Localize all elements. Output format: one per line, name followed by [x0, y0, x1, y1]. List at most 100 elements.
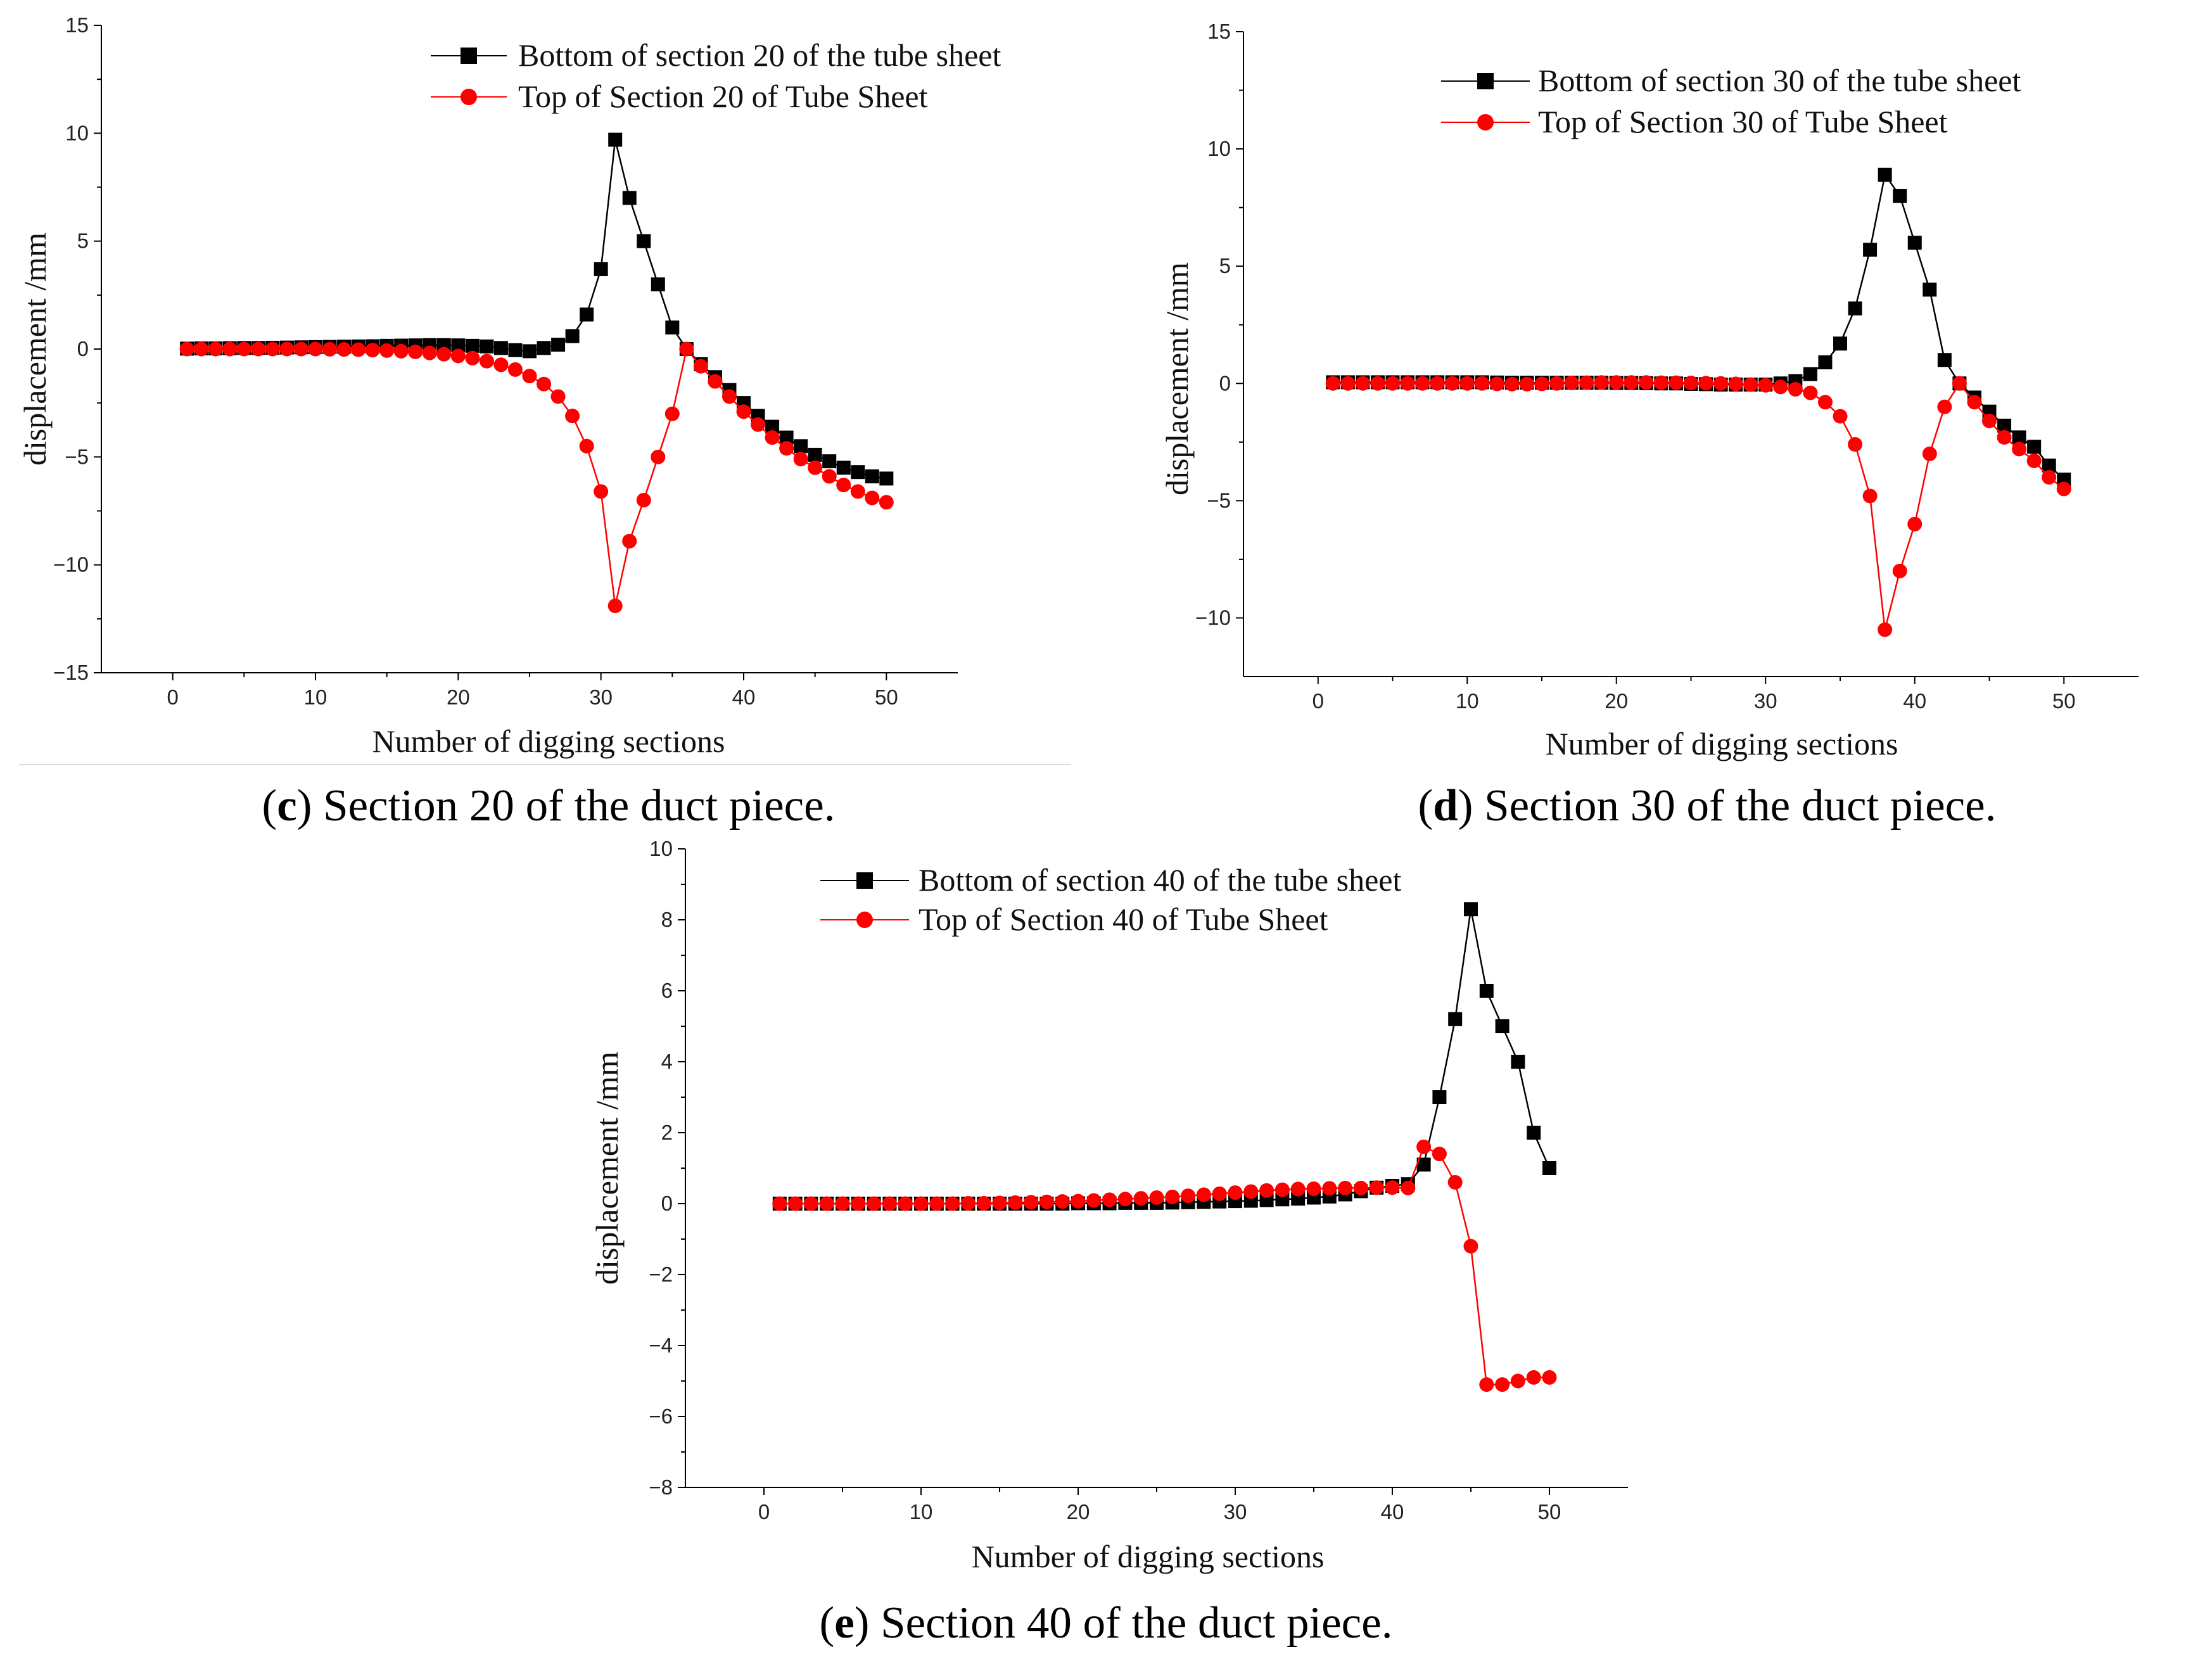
data-point-top [607, 598, 623, 613]
y-tick-label: −2 [649, 1263, 673, 1286]
data-point-bottom [1464, 902, 1478, 917]
data-point-bottom [1907, 236, 1922, 250]
caption-letter-d: d [1433, 781, 1458, 830]
data-point-top [1196, 1187, 1211, 1202]
caption-c: (c) Section 20 of the duct piece. [262, 781, 836, 830]
data-point-top [651, 449, 666, 464]
data-point-top [708, 374, 723, 389]
x-tick-label: 30 [1754, 689, 1777, 713]
data-point-top [1698, 376, 1713, 391]
ticks-c: 0 10 20 30 40 50 −15 −10 −5 0 5 10 15 [53, 13, 958, 709]
data-point-top [1055, 1194, 1070, 1209]
data-point-top [1489, 376, 1504, 391]
data-point-top [1549, 376, 1565, 391]
legend-label-top: Top of Section 20 of Tube Sheet [518, 79, 928, 114]
x-tick-label: 40 [1903, 689, 1926, 713]
data-point-top [1165, 1189, 1180, 1204]
legend-d: Bottom of section 30 of the tube sheet T… [1441, 63, 2021, 139]
legend-marker-top [1477, 114, 1494, 130]
data-point-top [721, 389, 737, 404]
data-point-top [1479, 1377, 1494, 1392]
data-point-bottom [1479, 984, 1494, 998]
data-point-top [836, 478, 851, 493]
data-point-top [1322, 1181, 1337, 1196]
data-point-top [550, 389, 566, 404]
x-tick-label: 0 [758, 1500, 770, 1524]
data-point-bottom [822, 454, 837, 469]
data-point-top [1338, 1180, 1353, 1195]
data-point-bottom [608, 132, 623, 147]
data-point-top [1306, 1181, 1321, 1196]
data-point-top [1564, 376, 1579, 391]
data-point-top [945, 1196, 960, 1211]
data-point-top [679, 341, 694, 357]
x-axis-title-d: Number of digging sections [1546, 726, 1898, 761]
data-point-bottom [480, 339, 494, 353]
data-point-top [1907, 516, 1923, 531]
y-axis-title-c: displacement /mm [17, 232, 53, 466]
caption-d: (d) Section 30 of the duct piece. [1418, 781, 1997, 830]
data-point-top [1369, 1180, 1384, 1195]
data-point-top [992, 1195, 1007, 1211]
y-tick-label: 2 [661, 1121, 673, 1144]
y-tick-label: −8 [649, 1475, 673, 1499]
data-point-bottom [2012, 430, 2026, 445]
data-point-top [1892, 563, 1907, 578]
data-point-top [1684, 376, 1698, 391]
data-point-bottom [1803, 367, 1817, 381]
legend-marker-top [856, 912, 873, 928]
data-point-top [1534, 376, 1549, 391]
y-tick-label: −10 [53, 553, 89, 576]
x-tick-label: 0 [167, 685, 178, 709]
data-point-top [1952, 376, 1967, 391]
series-c [179, 132, 894, 613]
data-point-top [1325, 376, 1340, 391]
y-tick-label: 4 [661, 1050, 673, 1073]
data-point-top [1353, 1180, 1368, 1195]
caption-e: (e) Section 40 of the duct piece. [820, 1598, 1393, 1648]
x-tick-label: 50 [875, 685, 898, 709]
data-point-top [867, 1196, 882, 1211]
data-point-top [960, 1195, 976, 1211]
y-tick-label: 0 [77, 337, 89, 360]
data-point-bottom [637, 234, 651, 248]
data-point-top [1432, 1147, 1447, 1162]
data-point-top [2056, 481, 2071, 497]
x-tick-label: 10 [910, 1500, 933, 1524]
caption-letter-c: c [277, 781, 297, 830]
data-point-top [1447, 1174, 1463, 1190]
data-point-top [1401, 1180, 1416, 1195]
data-point-bottom [836, 461, 851, 475]
data-point-top [1117, 1192, 1133, 1207]
data-point-top [879, 495, 894, 510]
data-point-bottom [580, 307, 594, 322]
chart-e: 0 10 20 30 40 50 −8 −6 −4 −2 0 2 4 6 8 10 Bottom of sec… [589, 837, 1628, 1648]
data-point-top [379, 343, 395, 358]
data-point-top [408, 344, 423, 359]
data-point-top [976, 1195, 991, 1211]
data-point-top [819, 1196, 834, 1211]
data-point-top [1624, 375, 1639, 390]
series-line-top [1333, 381, 2065, 630]
legend-label-bottom: Bottom of section 20 of the tube sheet [518, 37, 1001, 73]
data-point-bottom [1848, 301, 1862, 315]
data-point-top [579, 438, 594, 454]
data-point-top [493, 357, 509, 372]
y-tick-label: −15 [53, 661, 89, 684]
data-point-top [664, 406, 680, 421]
x-tick-label: 30 [589, 685, 613, 709]
data-point-top [882, 1196, 897, 1211]
y-tick-label: 0 [661, 1192, 673, 1215]
caption-text-c: Section 20 of the duct piece. [323, 781, 835, 830]
data-point-top [1259, 1183, 1274, 1198]
data-point-top [793, 452, 808, 467]
x-tick-label: 20 [1067, 1500, 1090, 1524]
data-point-top [1788, 382, 1803, 397]
data-point-top [293, 341, 308, 357]
data-point-bottom [779, 430, 794, 445]
data-point-top [1653, 375, 1669, 390]
data-point-top [2042, 469, 2057, 485]
data-point-top [1008, 1195, 1023, 1210]
legend-label-top: Top of Section 30 of Tube Sheet [1538, 104, 1948, 139]
data-point-top [1459, 376, 1475, 391]
